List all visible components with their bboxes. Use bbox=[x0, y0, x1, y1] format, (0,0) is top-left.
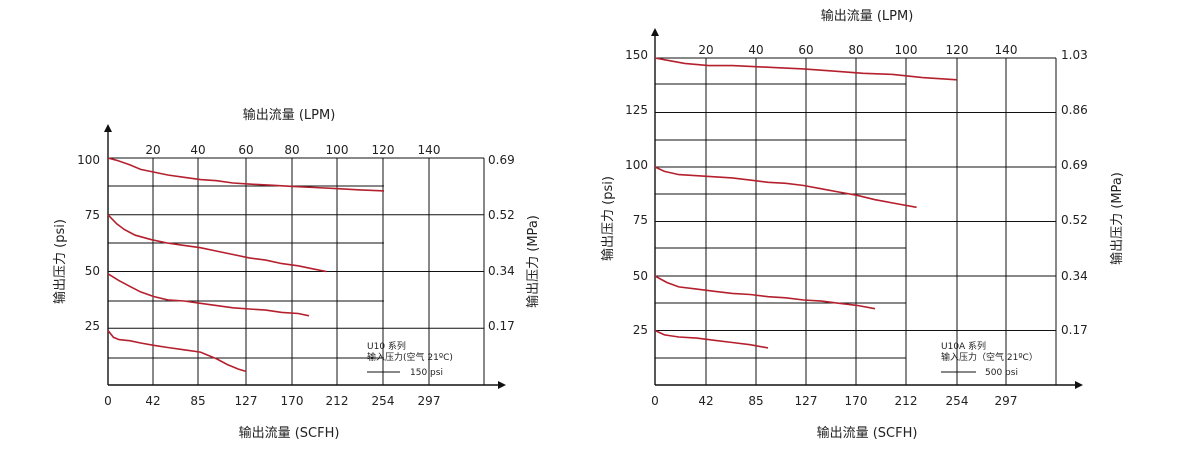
bottom-tick-label: 127 bbox=[795, 394, 818, 408]
bottom-tick-label: 127 bbox=[235, 394, 258, 408]
legend-series: U10 系列 bbox=[367, 340, 406, 352]
legend-condition: 输入压力(空气 21ºC) bbox=[367, 351, 453, 363]
pressure-curve-1 bbox=[107, 157, 385, 192]
top-tick-label: 20 bbox=[145, 143, 160, 157]
top-axis-title: 输出流量 (LPM) bbox=[243, 107, 336, 123]
bottom-tick-label: 212 bbox=[895, 394, 918, 408]
right-tick-label: 0.52 bbox=[488, 208, 515, 222]
chart-u10a: 20 40 60 80 100 120 140 0 42 85 127 170 212 254 297 150… bbox=[600, 8, 1125, 441]
top-tick-label: 120 bbox=[946, 43, 969, 57]
bottom-tick-label: 85 bbox=[748, 394, 763, 408]
bottom-axis-title: 输出流量 (SCFH) bbox=[239, 425, 340, 441]
right-tick-label: 0.17 bbox=[1061, 323, 1088, 337]
left-axis-title: 输出压力 (psi) bbox=[52, 219, 68, 304]
pressure-curve-3 bbox=[654, 275, 876, 310]
bottom-tick-label: 42 bbox=[698, 394, 713, 408]
top-tick-label: 100 bbox=[326, 143, 349, 157]
top-tick-label: 60 bbox=[238, 143, 253, 157]
bottom-tick-label: 0 bbox=[104, 394, 112, 408]
right-tick-label: 1.03 bbox=[1061, 48, 1088, 62]
pressure-curve-1 bbox=[654, 57, 958, 81]
top-tick-label: 40 bbox=[190, 143, 205, 157]
top-tick-label: 100 bbox=[895, 43, 918, 57]
top-tick-label: 140 bbox=[995, 43, 1018, 57]
top-tick-label: 80 bbox=[284, 143, 299, 157]
left-tick-label: 150 bbox=[625, 48, 648, 62]
right-tick-label: 0.34 bbox=[1061, 269, 1088, 283]
right-tick-label: 0.52 bbox=[1061, 213, 1088, 227]
pressure-curve-3 bbox=[107, 273, 310, 317]
left-tick-label: 75 bbox=[633, 213, 648, 227]
left-tick-label: 100 bbox=[77, 153, 100, 167]
bottom-tick-label: 170 bbox=[845, 394, 868, 408]
pressure-curve-2 bbox=[654, 166, 917, 209]
top-tick-label: 60 bbox=[798, 43, 813, 57]
right-axis-title: 输出压力 (MPa) bbox=[525, 215, 541, 308]
bottom-tick-label: 170 bbox=[281, 394, 304, 408]
bottom-tick-label: 212 bbox=[326, 394, 349, 408]
chart-u10: 20 40 60 80 100 120 140 0 42 85 127 170 212 254 297 100… bbox=[52, 107, 541, 441]
right-tick-label: 0.17 bbox=[488, 319, 515, 333]
legend-condition: 输入压力（空气 21ºC） bbox=[941, 351, 1038, 363]
right-tick-label: 0.69 bbox=[488, 153, 515, 167]
left-axis-title: 输出压力 (psi) bbox=[600, 176, 616, 261]
bottom-tick-label: 0 bbox=[651, 394, 659, 408]
top-tick-label: 120 bbox=[372, 143, 395, 157]
bottom-axis-title: 输出流量 (SCFH) bbox=[817, 425, 918, 441]
left-tick-label: 50 bbox=[85, 264, 100, 278]
left-tick-label: 125 bbox=[625, 103, 648, 117]
top-tick-label: 80 bbox=[848, 43, 863, 57]
bottom-tick-label: 297 bbox=[995, 394, 1018, 408]
pressure-curve-4 bbox=[107, 330, 247, 373]
bottom-tick-label: 85 bbox=[190, 394, 205, 408]
top-tick-label: 140 bbox=[418, 143, 441, 157]
left-tick-label: 75 bbox=[85, 208, 100, 222]
pressure-curve-2 bbox=[107, 214, 327, 273]
bottom-tick-label: 297 bbox=[418, 394, 441, 408]
left-tick-label: 25 bbox=[85, 319, 100, 333]
left-tick-label: 100 bbox=[625, 158, 648, 172]
y-axis-arrow bbox=[104, 124, 112, 132]
bottom-tick-label: 254 bbox=[946, 394, 969, 408]
bottom-tick-label: 254 bbox=[372, 394, 395, 408]
right-axis-title: 输出压力 (MPa) bbox=[1109, 172, 1125, 265]
left-tick-label: 25 bbox=[633, 323, 648, 337]
bottom-tick-label: 42 bbox=[145, 394, 160, 408]
y-axis-arrow bbox=[651, 28, 659, 36]
left-tick-label: 50 bbox=[633, 269, 648, 283]
legend-series: U10A 系列 bbox=[941, 340, 986, 352]
x-axis-arrow bbox=[1075, 381, 1083, 389]
right-tick-label: 0.69 bbox=[1061, 158, 1088, 172]
right-tick-label: 0.34 bbox=[488, 264, 515, 278]
top-axis-title: 输出流量 (LPM) bbox=[821, 8, 914, 24]
x-axis-arrow bbox=[498, 381, 506, 389]
pressure-curve-4 bbox=[654, 329, 769, 349]
right-tick-label: 0.86 bbox=[1061, 103, 1088, 117]
top-tick-label: 40 bbox=[748, 43, 763, 57]
legend-line-label: 500 psi bbox=[985, 368, 1018, 378]
legend-line-label: 150 psi bbox=[410, 368, 443, 378]
top-tick-label: 20 bbox=[698, 43, 713, 57]
